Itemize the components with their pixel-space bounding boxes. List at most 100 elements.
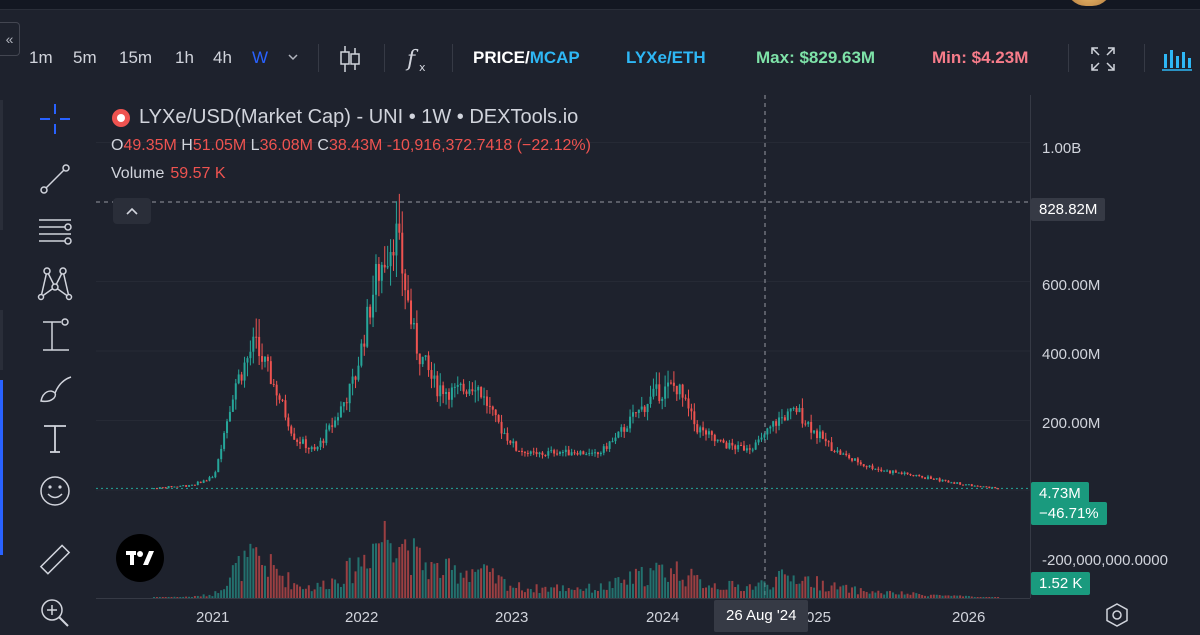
volume-bar: [783, 574, 786, 598]
time-axis[interactable]: [96, 598, 1030, 635]
candle-body: [167, 486, 170, 489]
volume-bar: [599, 583, 602, 598]
volume-bar: [815, 576, 818, 598]
volume-bar: [173, 596, 176, 598]
volume-bar: [307, 585, 310, 598]
candle-body: [880, 469, 883, 471]
volume-bar: [337, 583, 340, 598]
volume-bar: [900, 591, 903, 598]
volume-bar: [456, 583, 459, 598]
timeframe-w[interactable]: W: [252, 48, 269, 67]
volume-bar: [188, 596, 191, 598]
candle-body: [485, 396, 488, 406]
candle-body: [614, 437, 617, 442]
candle-body: [713, 434, 716, 442]
last-change-marker: −46.71%: [1031, 502, 1107, 525]
candle-body: [672, 382, 675, 386]
volume-bar: [258, 555, 261, 598]
volume-bar: [780, 569, 783, 598]
volume-bar: [719, 589, 722, 598]
ruler-icon[interactable]: [36, 542, 74, 580]
candle-body: [623, 427, 626, 432]
price-axis[interactable]: [1030, 95, 1200, 598]
candle-body: [742, 445, 745, 451]
volume-bar: [991, 597, 994, 598]
candle-body: [684, 397, 687, 399]
candle-body: [678, 384, 681, 395]
coin-logo-icon: [1066, 0, 1112, 6]
volume-bar: [179, 597, 182, 598]
candle-body: [436, 375, 439, 397]
volume-legend: Volume 59.57 K: [111, 165, 226, 183]
candle-body: [535, 452, 538, 455]
candle-body: [871, 465, 874, 470]
candle-body: [299, 441, 302, 444]
candles-icon[interactable]: [338, 44, 362, 79]
volume-bar: [929, 594, 932, 598]
volume-bar: [483, 564, 486, 598]
candle-body: [786, 411, 789, 421]
price-chart[interactable]: [96, 95, 1030, 598]
tradingview-logo[interactable]: [116, 534, 164, 582]
fullscreen-icon[interactable]: [1090, 46, 1116, 77]
collapse-panel-button[interactable]: «: [0, 22, 20, 56]
candle-body: [226, 421, 229, 434]
candle-body: [778, 417, 781, 426]
candle-body: [775, 421, 778, 426]
candle-body: [602, 446, 605, 453]
candle-body: [818, 431, 821, 439]
max-value: Max: $829.63M: [756, 48, 876, 67]
text-icon[interactable]: [36, 420, 74, 458]
candle-body: [377, 263, 380, 281]
chart-pane[interactable]: [96, 95, 1030, 598]
chevron-down-icon[interactable]: [286, 50, 300, 69]
volume-bar: [322, 580, 325, 598]
candle-body: [290, 426, 293, 434]
candle-body: [158, 487, 161, 489]
volume-bar: [325, 589, 328, 598]
volume-bar: [453, 565, 456, 598]
volume-bar: [818, 590, 821, 598]
candle-body: [851, 458, 854, 461]
volume-bar: [810, 586, 813, 598]
candle-body: [915, 474, 918, 476]
trendline-icon[interactable]: [36, 160, 74, 198]
volume-bar: [652, 570, 655, 598]
candle-body: [725, 442, 728, 449]
timeframe-5m[interactable]: 5m: [73, 48, 97, 67]
candle-body: [655, 384, 658, 389]
chart-settings-icon[interactable]: [1104, 602, 1130, 633]
volume-bar: [664, 577, 667, 598]
volume-bar: [226, 585, 229, 598]
candle-body: [956, 482, 959, 484]
candle-body: [550, 450, 553, 452]
timeframe-1m[interactable]: 1m: [29, 48, 53, 67]
brush-icon[interactable]: [36, 370, 74, 408]
candle-body: [994, 487, 997, 489]
x-tick: 2022: [345, 609, 379, 626]
candle-body: [477, 387, 480, 391]
zoom-in-icon[interactable]: [36, 594, 74, 632]
volume-bar: [532, 592, 535, 598]
candle-body: [515, 441, 518, 451]
emoji-icon[interactable]: [36, 472, 74, 510]
candle-body: [608, 441, 611, 449]
volume-bar: [354, 571, 357, 598]
pattern-icon[interactable]: [36, 264, 74, 302]
fib-icon[interactable]: [36, 212, 74, 250]
price-mcap-toggle[interactable]: PRICE/MCAP: [473, 48, 580, 68]
candle-body: [754, 442, 757, 450]
timeframe-15m[interactable]: 15m: [119, 48, 153, 67]
pair-button[interactable]: LYXe/ETH: [626, 48, 706, 67]
timeframe-4h[interactable]: 4h: [213, 48, 232, 67]
timeframe-1h[interactable]: 1h: [175, 48, 194, 67]
collapse-legend-button[interactable]: [113, 198, 151, 224]
crosshair-icon[interactable]: [36, 100, 74, 138]
candle-body: [418, 353, 421, 365]
candle-body: [839, 450, 842, 455]
measure-icon[interactable]: [36, 317, 74, 355]
volume-bar: [629, 571, 632, 598]
candle-body: [973, 485, 976, 487]
volume-bars-icon[interactable]: [1162, 46, 1192, 77]
